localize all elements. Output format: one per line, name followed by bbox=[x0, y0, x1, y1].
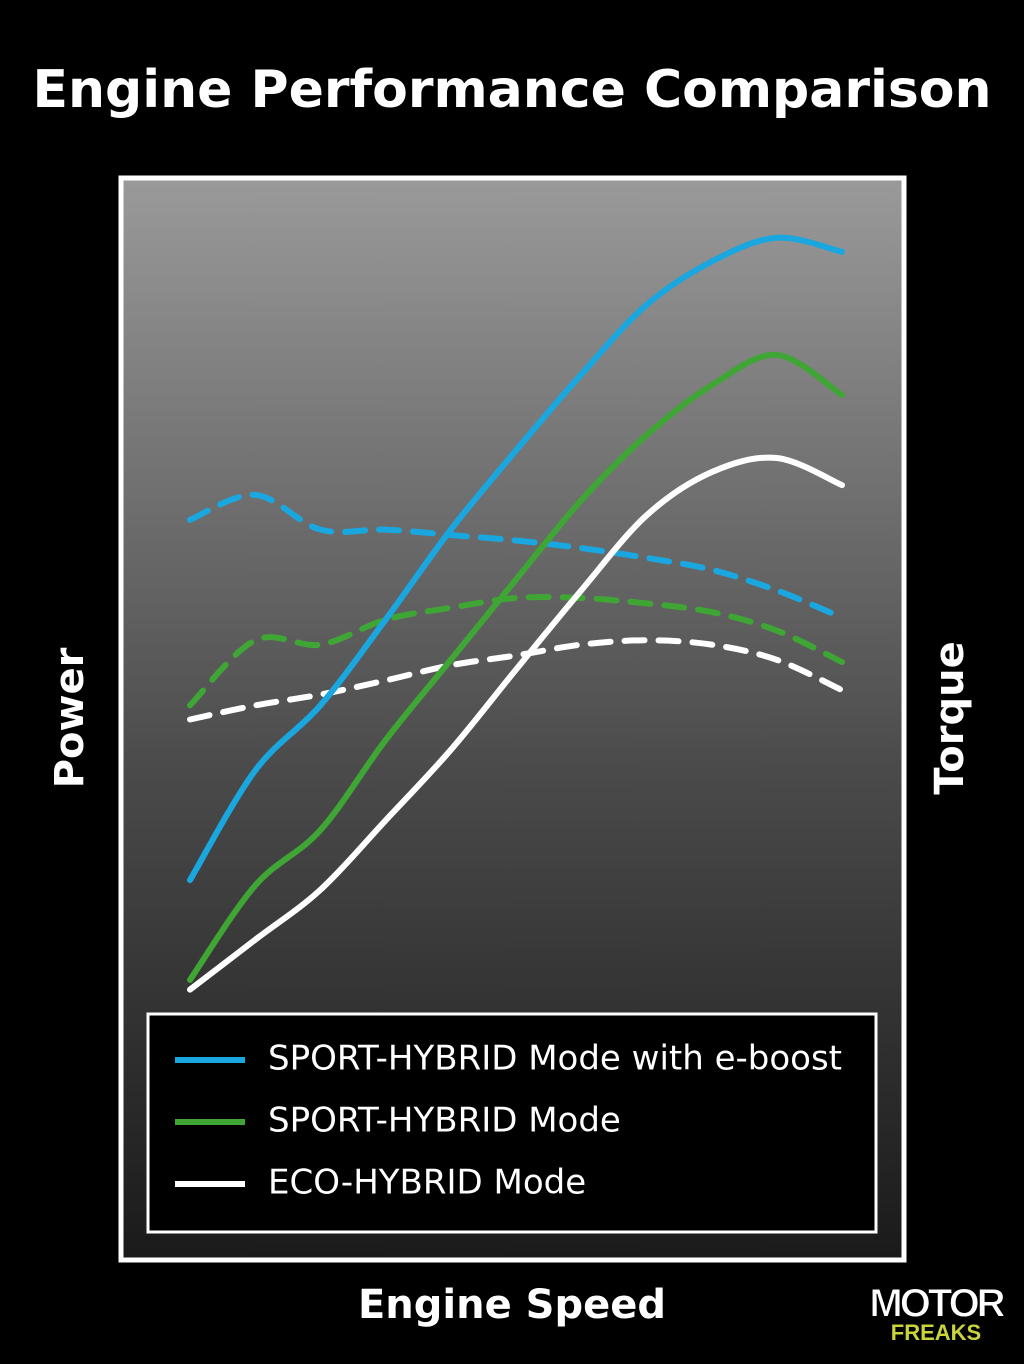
y-axis-label: Power bbox=[47, 647, 93, 788]
y2-axis-label: Torque bbox=[927, 641, 973, 794]
legend-items: SPORT-HYBRID Mode with e-boost SPORT-HYBR… bbox=[175, 1039, 842, 1203]
power-line bbox=[187, 351, 845, 983]
legend-label: SPORT-HYBRID Mode bbox=[268, 1101, 621, 1141]
legend-label: SPORT-HYBRID Mode with e-boost bbox=[268, 1039, 842, 1079]
torque-line bbox=[187, 594, 845, 709]
x-axis-label: Engine Speed bbox=[358, 1282, 666, 1328]
torque-line bbox=[187, 491, 845, 621]
power-line bbox=[187, 454, 845, 993]
curves bbox=[187, 234, 845, 993]
legend bbox=[146, 1012, 878, 1234]
power-line bbox=[187, 234, 845, 884]
logo-top: MOTOR bbox=[869, 1282, 1005, 1326]
chart-title: Engine Performance Comparison bbox=[32, 60, 991, 120]
logo-bottom: FREAKS bbox=[891, 1320, 981, 1345]
torque-line bbox=[187, 637, 845, 723]
legend-label: ECO-HYBRID Mode bbox=[268, 1163, 586, 1203]
